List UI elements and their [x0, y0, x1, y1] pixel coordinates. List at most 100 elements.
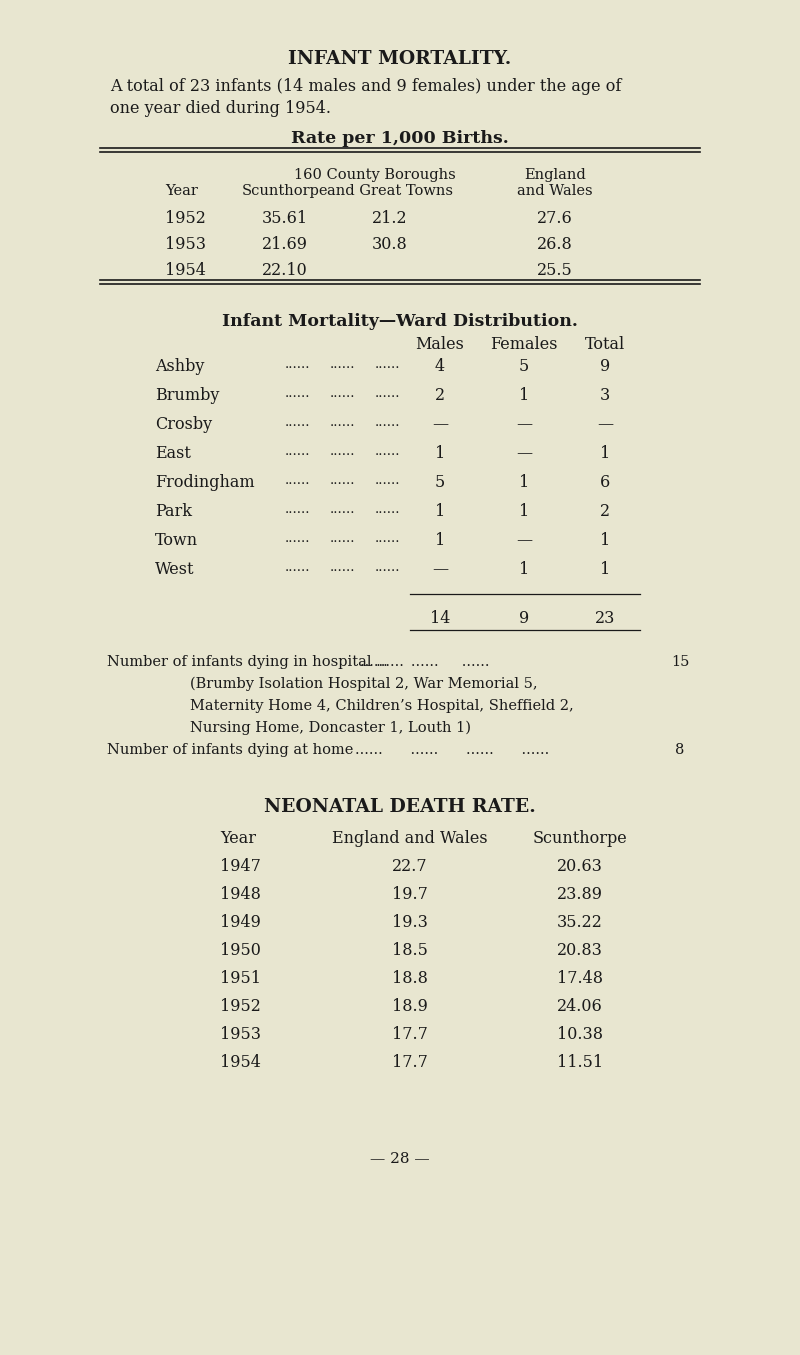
Text: ......: ......	[285, 561, 310, 575]
Text: 160 County Boroughs: 160 County Boroughs	[294, 168, 456, 182]
Text: 15: 15	[671, 654, 689, 669]
Text: 1: 1	[600, 561, 610, 579]
Text: 9: 9	[519, 610, 529, 627]
Text: 1948: 1948	[220, 886, 261, 902]
Text: Ashby: Ashby	[155, 358, 204, 375]
Text: 9: 9	[600, 358, 610, 375]
Text: ......: ......	[330, 388, 355, 400]
Text: 1952: 1952	[220, 999, 261, 1015]
Text: Rate per 1,000 Births.: Rate per 1,000 Births.	[291, 130, 509, 146]
Text: 35.22: 35.22	[557, 915, 603, 931]
Text: 1953: 1953	[220, 1026, 261, 1043]
Text: Brumby: Brumby	[155, 388, 219, 404]
Text: 4: 4	[435, 358, 445, 375]
Text: — 28 —: — 28 —	[370, 1152, 430, 1167]
Text: 35.61: 35.61	[262, 210, 308, 228]
Text: 6: 6	[600, 474, 610, 491]
Text: Infant Mortality—Ward Distribution.: Infant Mortality—Ward Distribution.	[222, 313, 578, 331]
Text: Maternity Home 4, Children’s Hospital, Sheffield 2,: Maternity Home 4, Children’s Hospital, S…	[190, 699, 574, 713]
Text: ......     ......     ......: ...... ...... ......	[360, 654, 490, 669]
Text: 19.7: 19.7	[392, 886, 428, 902]
Text: 18.9: 18.9	[392, 999, 428, 1015]
Text: INFANT MORTALITY.: INFANT MORTALITY.	[288, 50, 512, 68]
Text: ......: ......	[330, 444, 355, 458]
Text: 1: 1	[519, 561, 529, 579]
Text: 2: 2	[600, 503, 610, 520]
Text: —: —	[516, 533, 532, 549]
Text: 1951: 1951	[220, 970, 261, 986]
Text: 1: 1	[600, 444, 610, 462]
Text: 1954: 1954	[220, 1054, 261, 1070]
Text: ......: ......	[375, 388, 401, 400]
Text: —: —	[597, 416, 613, 434]
Text: 1: 1	[435, 444, 445, 462]
Text: 17.7: 17.7	[392, 1026, 428, 1043]
Text: West: West	[155, 561, 194, 579]
Text: 1: 1	[519, 474, 529, 491]
Text: Crosby: Crosby	[155, 416, 212, 434]
Text: (Brumby Isolation Hospital 2, War Memorial 5,: (Brumby Isolation Hospital 2, War Memori…	[190, 678, 538, 691]
Text: 18.8: 18.8	[392, 970, 428, 986]
Text: 1954: 1954	[165, 262, 206, 279]
Text: 1949: 1949	[220, 915, 261, 931]
Text: 22.10: 22.10	[262, 262, 308, 279]
Text: 1952: 1952	[165, 210, 206, 228]
Text: ......: ......	[375, 358, 401, 371]
Text: Town: Town	[155, 533, 198, 549]
Text: England: England	[524, 168, 586, 182]
Text: 19.3: 19.3	[392, 915, 428, 931]
Text: 2: 2	[435, 388, 445, 404]
Text: ......: ......	[330, 416, 355, 430]
Text: A total of 23 infants (14 males and 9 females) under the age of: A total of 23 infants (14 males and 9 fe…	[110, 79, 622, 95]
Text: 3: 3	[600, 388, 610, 404]
Text: 17.7: 17.7	[392, 1054, 428, 1070]
Text: 21.69: 21.69	[262, 236, 308, 253]
Text: 1: 1	[519, 503, 529, 520]
Text: 1: 1	[435, 533, 445, 549]
Text: Year: Year	[220, 831, 256, 847]
Text: 8: 8	[675, 743, 685, 757]
Text: ......      ......      ......      ......: ...... ...... ...... ......	[355, 743, 550, 757]
Text: 30.8: 30.8	[372, 236, 408, 253]
Text: 14: 14	[430, 610, 450, 627]
Text: 21.2: 21.2	[372, 210, 408, 228]
Text: Scunthorpe: Scunthorpe	[533, 831, 627, 847]
Text: —: —	[516, 416, 532, 434]
Text: 23.89: 23.89	[557, 886, 603, 902]
Text: 22.7: 22.7	[392, 858, 428, 875]
Text: —: —	[432, 416, 448, 434]
Text: ......: ......	[285, 358, 310, 371]
Text: NEONATAL DEATH RATE.: NEONATAL DEATH RATE.	[264, 798, 536, 816]
Text: ......: ......	[330, 503, 355, 516]
Text: 1: 1	[600, 533, 610, 549]
Text: ......: ......	[330, 474, 355, 486]
Text: ......: ......	[285, 416, 310, 430]
Text: ......: ......	[330, 561, 355, 575]
Text: England and Wales: England and Wales	[332, 831, 488, 847]
Text: Males: Males	[415, 336, 465, 354]
Text: ......: ......	[285, 503, 310, 516]
Text: Year: Year	[165, 184, 198, 198]
Text: —: —	[432, 561, 448, 579]
Text: 11.51: 11.51	[557, 1054, 603, 1070]
Text: and Wales: and Wales	[517, 184, 593, 198]
Text: 1: 1	[435, 503, 445, 520]
Text: Scunthorpe: Scunthorpe	[242, 184, 328, 198]
Text: East: East	[155, 444, 191, 462]
Text: 18.5: 18.5	[392, 942, 428, 959]
Text: 26.8: 26.8	[537, 236, 573, 253]
Text: ......: ......	[375, 416, 401, 430]
Text: 27.6: 27.6	[537, 210, 573, 228]
Text: ......: ......	[285, 388, 310, 400]
Text: 1950: 1950	[220, 942, 261, 959]
Text: and Great Towns: and Great Towns	[327, 184, 453, 198]
Text: Females: Females	[490, 336, 558, 354]
Text: ......: ......	[375, 503, 401, 516]
Text: Park: Park	[155, 503, 192, 520]
Text: 23: 23	[595, 610, 615, 627]
Text: 1953: 1953	[165, 236, 206, 253]
Text: 1: 1	[519, 388, 529, 404]
Text: ......: ......	[285, 474, 310, 486]
Text: 24.06: 24.06	[557, 999, 603, 1015]
Text: ......: ......	[285, 444, 310, 458]
